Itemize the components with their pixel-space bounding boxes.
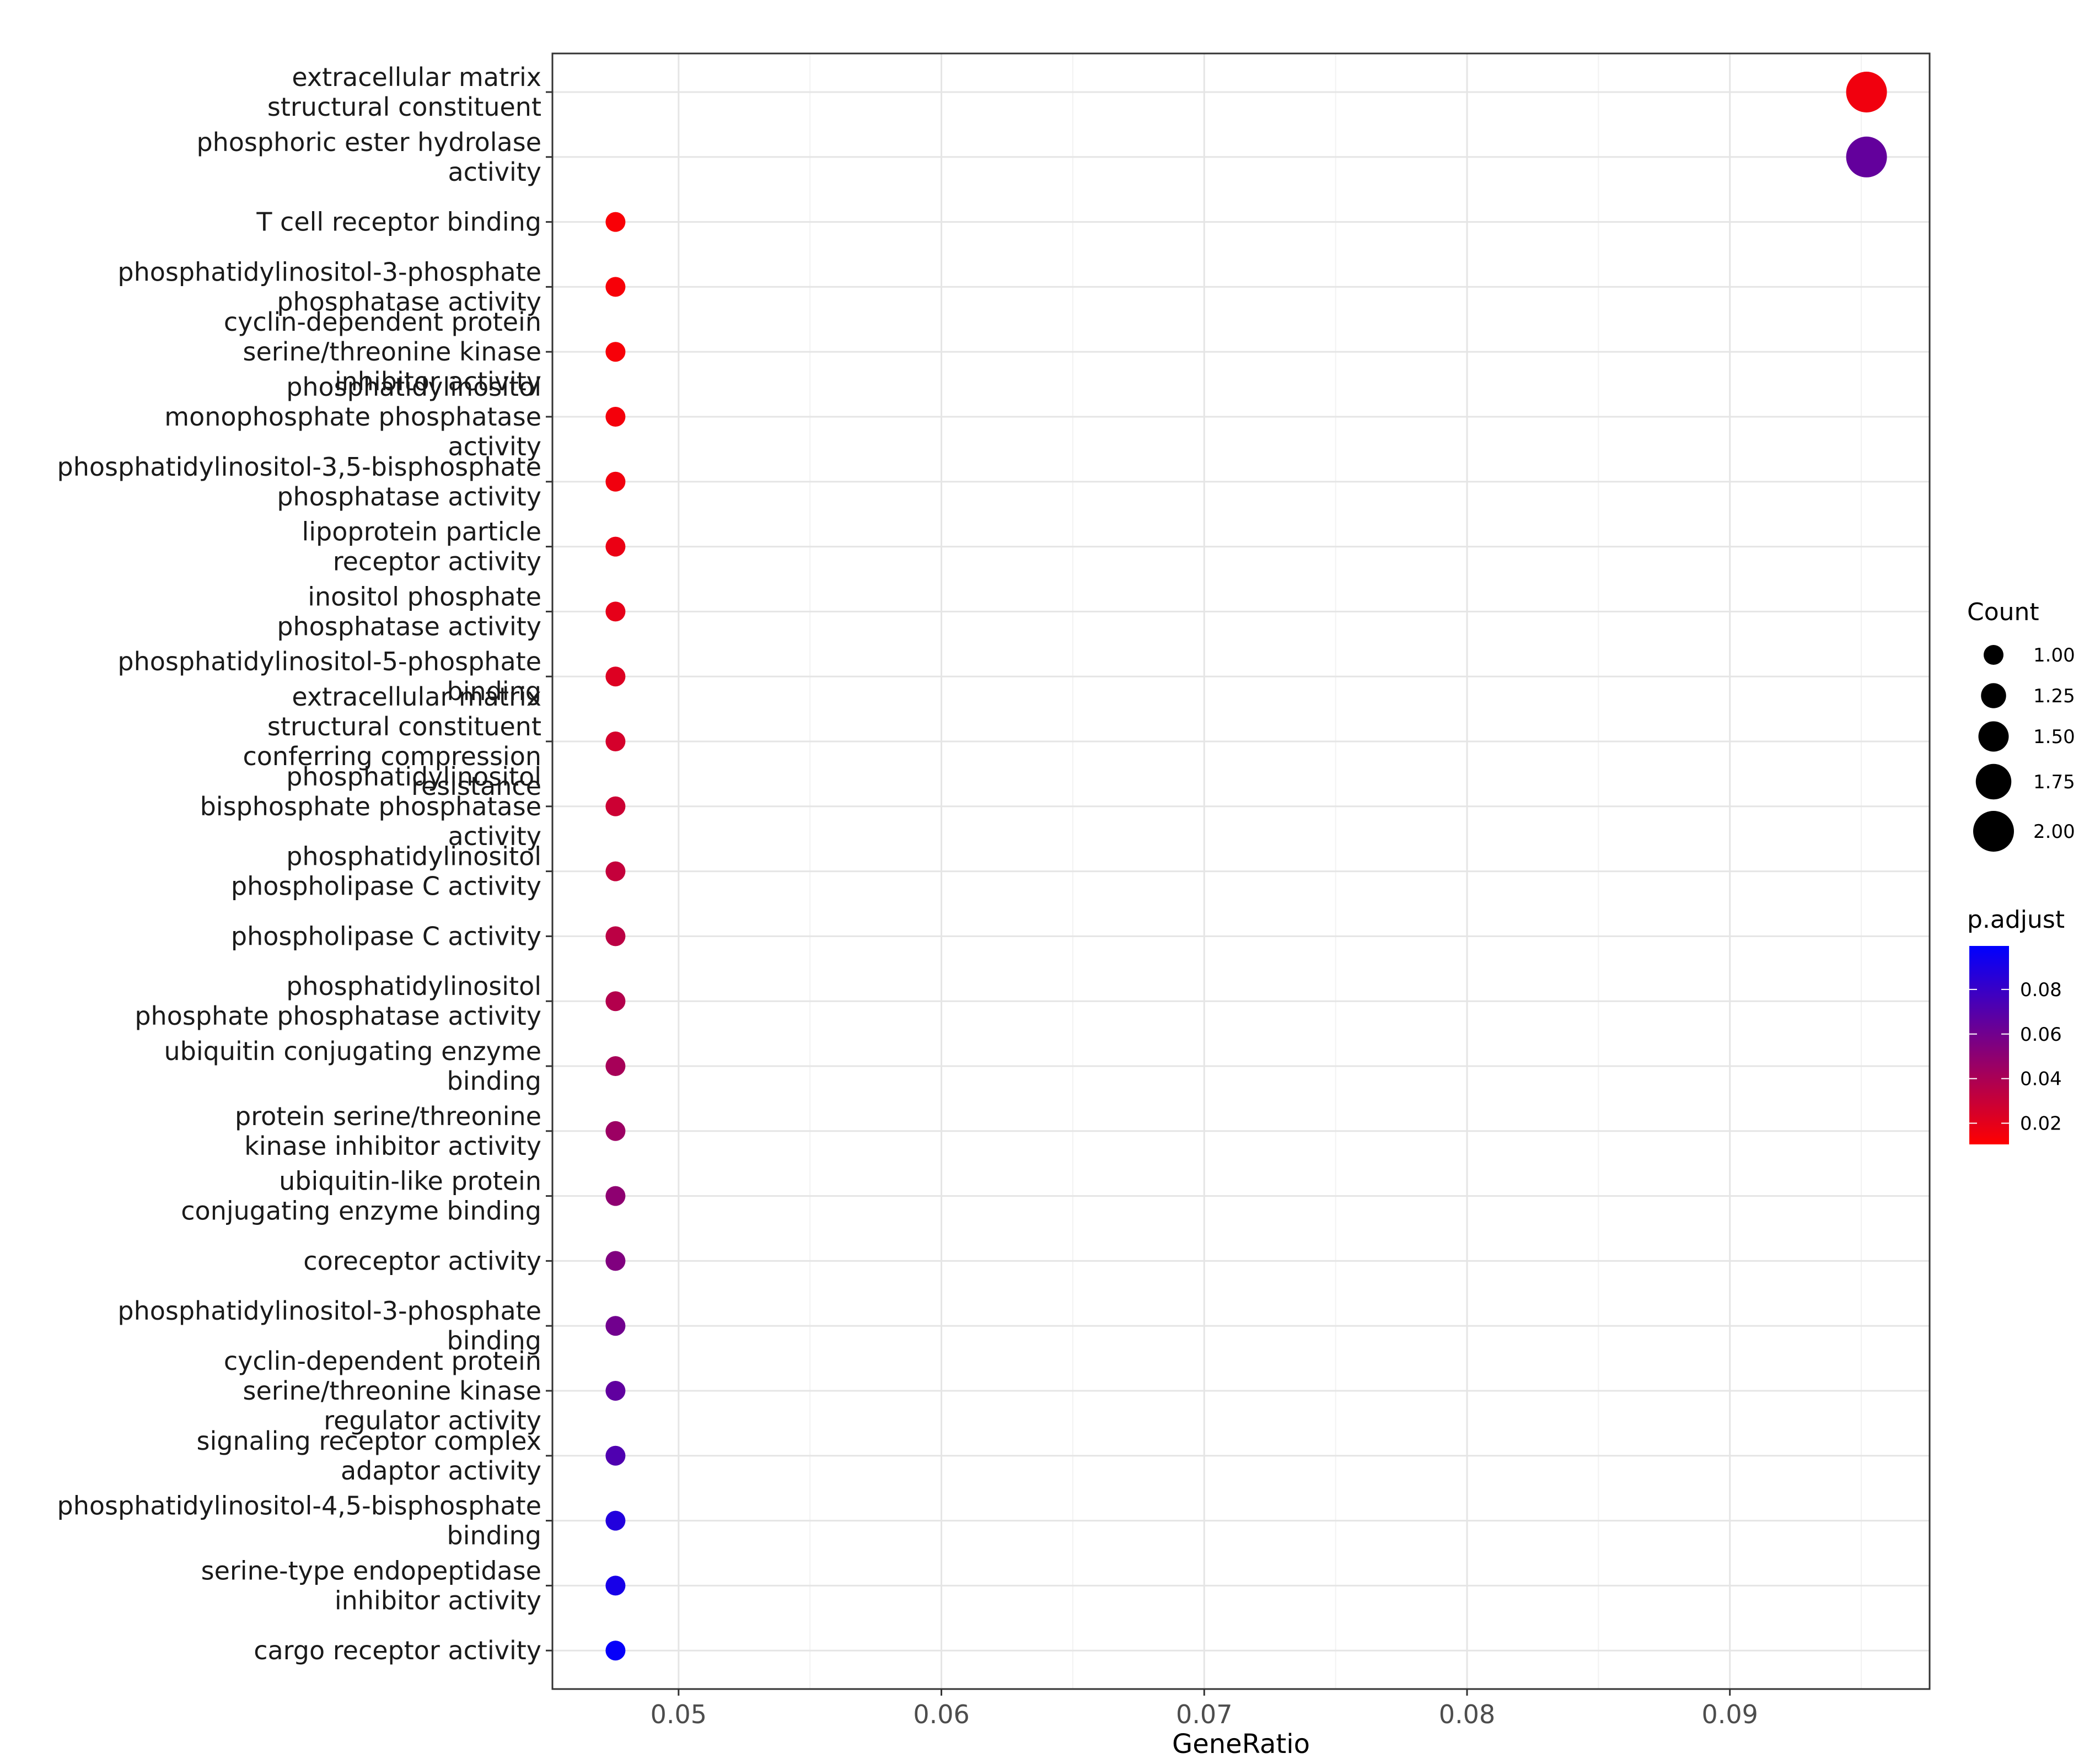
y-tick-label: serine-type endopeptidase inhibitor activ… xyxy=(201,1556,541,1615)
y-tick-label: phosphatidylinositol bisphosphate phospha… xyxy=(200,762,541,851)
data-point xyxy=(605,601,626,622)
y-tick-label: ubiquitin conjugating enzyme binding xyxy=(164,1036,542,1096)
data-point xyxy=(605,1186,626,1206)
y-tick-label: phosphatidylinositol-3,5-bisphosphate pho… xyxy=(57,452,541,512)
x-tick-label: 0.07 xyxy=(1176,1700,1232,1729)
data-point xyxy=(605,277,626,297)
p-adjust-legend: p.adjust 0.02 0.04 0.06 0.08 xyxy=(1967,906,2065,1144)
p-adjust-colorbar xyxy=(1969,946,2009,1144)
x-axis: 0.05 0.06 0.07 0.08 0.09 xyxy=(651,1689,1758,1729)
y-tick-label: phosphatidylinositol-3-phosphate binding xyxy=(117,1296,541,1356)
data-point xyxy=(605,471,626,492)
x-tick-label: 0.08 xyxy=(1439,1700,1495,1729)
data-points xyxy=(605,72,1887,1661)
data-point xyxy=(605,1510,626,1531)
y-tick-label: phosphatidylinositol-5-phosphate binding xyxy=(117,647,541,706)
x-axis-title: GeneRatio xyxy=(1172,1729,1310,1760)
data-point xyxy=(605,1056,626,1076)
count-legend: Count 1.00 1.25 1.50 1.75 2.00 xyxy=(1967,598,2075,852)
y-tick-label: cargo receptor activity xyxy=(254,1636,541,1665)
y-tick-label: extracellular matrix structural constitue… xyxy=(267,62,541,122)
colorbar-tick-label: 0.06 xyxy=(2020,1024,2062,1046)
y-tick-label: coreceptor activity xyxy=(303,1246,541,1276)
count-legend-key xyxy=(1981,683,2006,708)
grid xyxy=(552,53,1930,1689)
count-legend-key xyxy=(1978,721,2009,752)
data-point xyxy=(605,1575,626,1596)
y-tick-label: phosphatidylinositol-3-phosphate phosphat… xyxy=(117,257,541,316)
y-tick-label: phosphatidylinositol phospholipase C acti… xyxy=(231,842,541,901)
count-legend-label: 1.00 xyxy=(2033,644,2075,666)
data-point xyxy=(605,407,626,427)
count-legend-label: 2.00 xyxy=(2033,821,2075,843)
y-tick-label: T cell receptor binding xyxy=(256,207,541,237)
count-legend-label: 1.50 xyxy=(2033,726,2075,748)
y-tick-label: phosphatidylinositol-4,5-bisphosphate bin… xyxy=(57,1491,541,1551)
y-tick-label: ubiquitin-like protein conjugating enzyme… xyxy=(181,1166,541,1226)
y-tick-label: lipoprotein particle receptor activity xyxy=(302,517,541,577)
y-tick-label: phospholipase C activity xyxy=(231,921,541,951)
data-point xyxy=(605,1445,626,1466)
count-legend-key xyxy=(1975,763,2012,800)
y-tick-label: extracellular matrix structural constitue… xyxy=(243,682,541,801)
data-point xyxy=(1846,72,1887,112)
data-point xyxy=(605,212,626,232)
data-point xyxy=(605,732,626,751)
count-legend-label: 1.75 xyxy=(2033,771,2075,793)
y-tick-label: signaling receptor complex adaptor activi… xyxy=(197,1426,541,1486)
data-point xyxy=(605,796,626,816)
x-tick-label: 0.09 xyxy=(1701,1700,1758,1729)
y-tick-label: phosphatidylinositol monophosphate phosph… xyxy=(164,372,541,461)
count-legend-key xyxy=(1984,645,2003,665)
count-legend-key xyxy=(1973,811,2014,852)
colorbar-tick-label: 0.08 xyxy=(2020,979,2062,1001)
y-tick-label: phosphatidylinositol phosphate phosphatas… xyxy=(135,971,541,1031)
data-point xyxy=(605,926,626,946)
y-tick-label: cyclin-dependent protein serine/threonine… xyxy=(224,307,541,396)
x-tick-label: 0.06 xyxy=(913,1700,969,1729)
data-point xyxy=(605,861,626,881)
colorbar-tick-label: 0.02 xyxy=(2020,1113,2062,1135)
count-legend-label: 1.25 xyxy=(2033,685,2075,707)
data-point xyxy=(605,666,626,687)
colorbar-tick-label: 0.04 xyxy=(2020,1068,2062,1090)
data-point xyxy=(605,1316,626,1336)
y-tick-label: phosphoric ester hydrolase activity xyxy=(196,127,541,187)
data-point xyxy=(605,1641,626,1661)
y-tick-label: inositol phosphate phosphatase activity xyxy=(277,582,541,641)
data-point xyxy=(1846,136,1887,178)
y-tick-label: cyclin-dependent protein serine/threonine… xyxy=(224,1346,541,1435)
data-point xyxy=(605,1251,626,1271)
data-point xyxy=(605,991,626,1012)
x-tick-label: 0.05 xyxy=(651,1700,707,1729)
data-point xyxy=(605,1381,626,1401)
data-point xyxy=(605,536,626,557)
data-point xyxy=(605,342,626,362)
count-legend-title: Count xyxy=(1967,598,2039,626)
data-point xyxy=(605,1121,626,1141)
y-axis: extracellular matrix structural constitue… xyxy=(57,62,552,1665)
p-adjust-legend-title: p.adjust xyxy=(1967,906,2065,934)
y-tick-label: protein serine/threonine kinase inhibitor… xyxy=(235,1101,541,1161)
